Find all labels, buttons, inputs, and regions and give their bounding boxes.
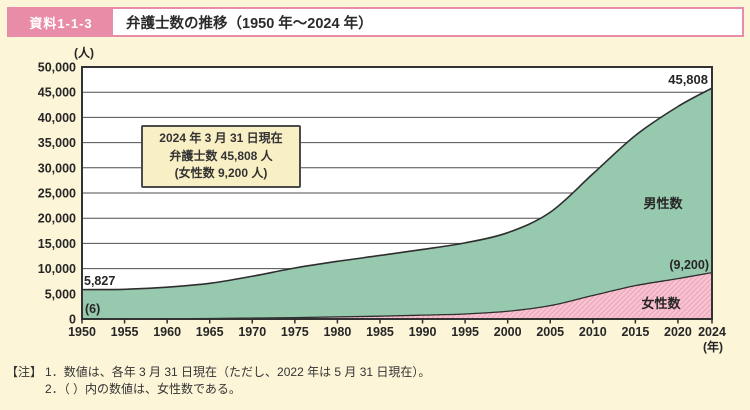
x-tick-label: 1960	[153, 325, 181, 339]
total-end-label: 45,808	[668, 72, 708, 87]
x-tick-label: 1955	[111, 325, 139, 339]
x-tick-label: 2015	[621, 325, 649, 339]
y-tick-label: 10,000	[38, 262, 76, 276]
x-tick-label: 1980	[323, 325, 351, 339]
x-tick-label: 2024	[698, 325, 726, 339]
x-tick-label: 1965	[196, 325, 224, 339]
x-tick-label: 2010	[579, 325, 607, 339]
note-line-2: 2．（ ）内の数値は、女性数である。	[45, 382, 241, 397]
y-tick-label: 20,000	[38, 212, 76, 226]
x-tick-label: 1995	[451, 325, 479, 339]
plot-border	[81, 66, 713, 320]
x-tick-label: 1990	[409, 325, 437, 339]
x-tick-label: 2020	[664, 325, 692, 339]
total-line	[82, 87, 712, 291]
x-tick-label: 2000	[494, 325, 522, 339]
y-tick-label: 45,000	[38, 86, 76, 100]
y-tick-label: 5,000	[45, 287, 76, 301]
footnotes: 【注】 1．数値は、各年 3 月 31 日現在（ただし、2022 年は 5 月 …	[6, 364, 430, 398]
male-series-label: 男性数	[643, 196, 683, 211]
female-area	[82, 272, 712, 319]
x-ticks	[81, 319, 713, 324]
annotation-box: 2024 年 3 月 31 日現在 弁護士数 45,808 人 (女性数 9,2…	[141, 125, 301, 188]
y-tick-label: 35,000	[38, 136, 76, 150]
x-axis-unit: (年)	[703, 339, 723, 354]
y-tick-label: 40,000	[38, 111, 76, 125]
y-axis-unit: (人)	[74, 45, 94, 60]
x-tick-label: 1970	[238, 325, 266, 339]
y-tick-label: 25,000	[38, 187, 76, 201]
x-tick-label: 1985	[366, 325, 394, 339]
figure-title: 弁護士数の推移（1950 年～2024 年）	[126, 15, 373, 32]
x-tick-label: 1975	[281, 325, 309, 339]
note-line-1: 1．数値は、各年 3 月 31 日現在（ただし、2022 年は 5 月 31 日…	[45, 365, 431, 379]
figure-number-badge: 資料1-1-3	[9, 9, 113, 35]
annotation-line-2: 弁護士数 45,808 人	[169, 148, 273, 163]
y-tick-label: 0	[69, 313, 76, 327]
annotation-line-1: 2024 年 3 月 31 日現在	[159, 131, 283, 146]
y-tick-label: 15,000	[38, 237, 76, 251]
total-start-label: 5,827	[84, 274, 115, 288]
y-tick-label: 30,000	[38, 161, 76, 175]
x-tick-label: 2005	[536, 325, 564, 339]
female-series-label: 女性数	[641, 296, 681, 311]
female-end-label: (9,200)	[669, 258, 709, 272]
x-tick-label: 1950	[68, 325, 96, 339]
y-tick-label: 50,000	[38, 61, 76, 75]
figure-header: 資料1-1-3 弁護士数の推移（1950 年～2024 年）	[7, 7, 744, 37]
note-marker: 【注】	[6, 365, 43, 379]
annotation-line-3: (女性数 9,200 人)	[174, 166, 268, 181]
male-area	[82, 88, 712, 319]
female-start-label: (6)	[85, 302, 100, 316]
